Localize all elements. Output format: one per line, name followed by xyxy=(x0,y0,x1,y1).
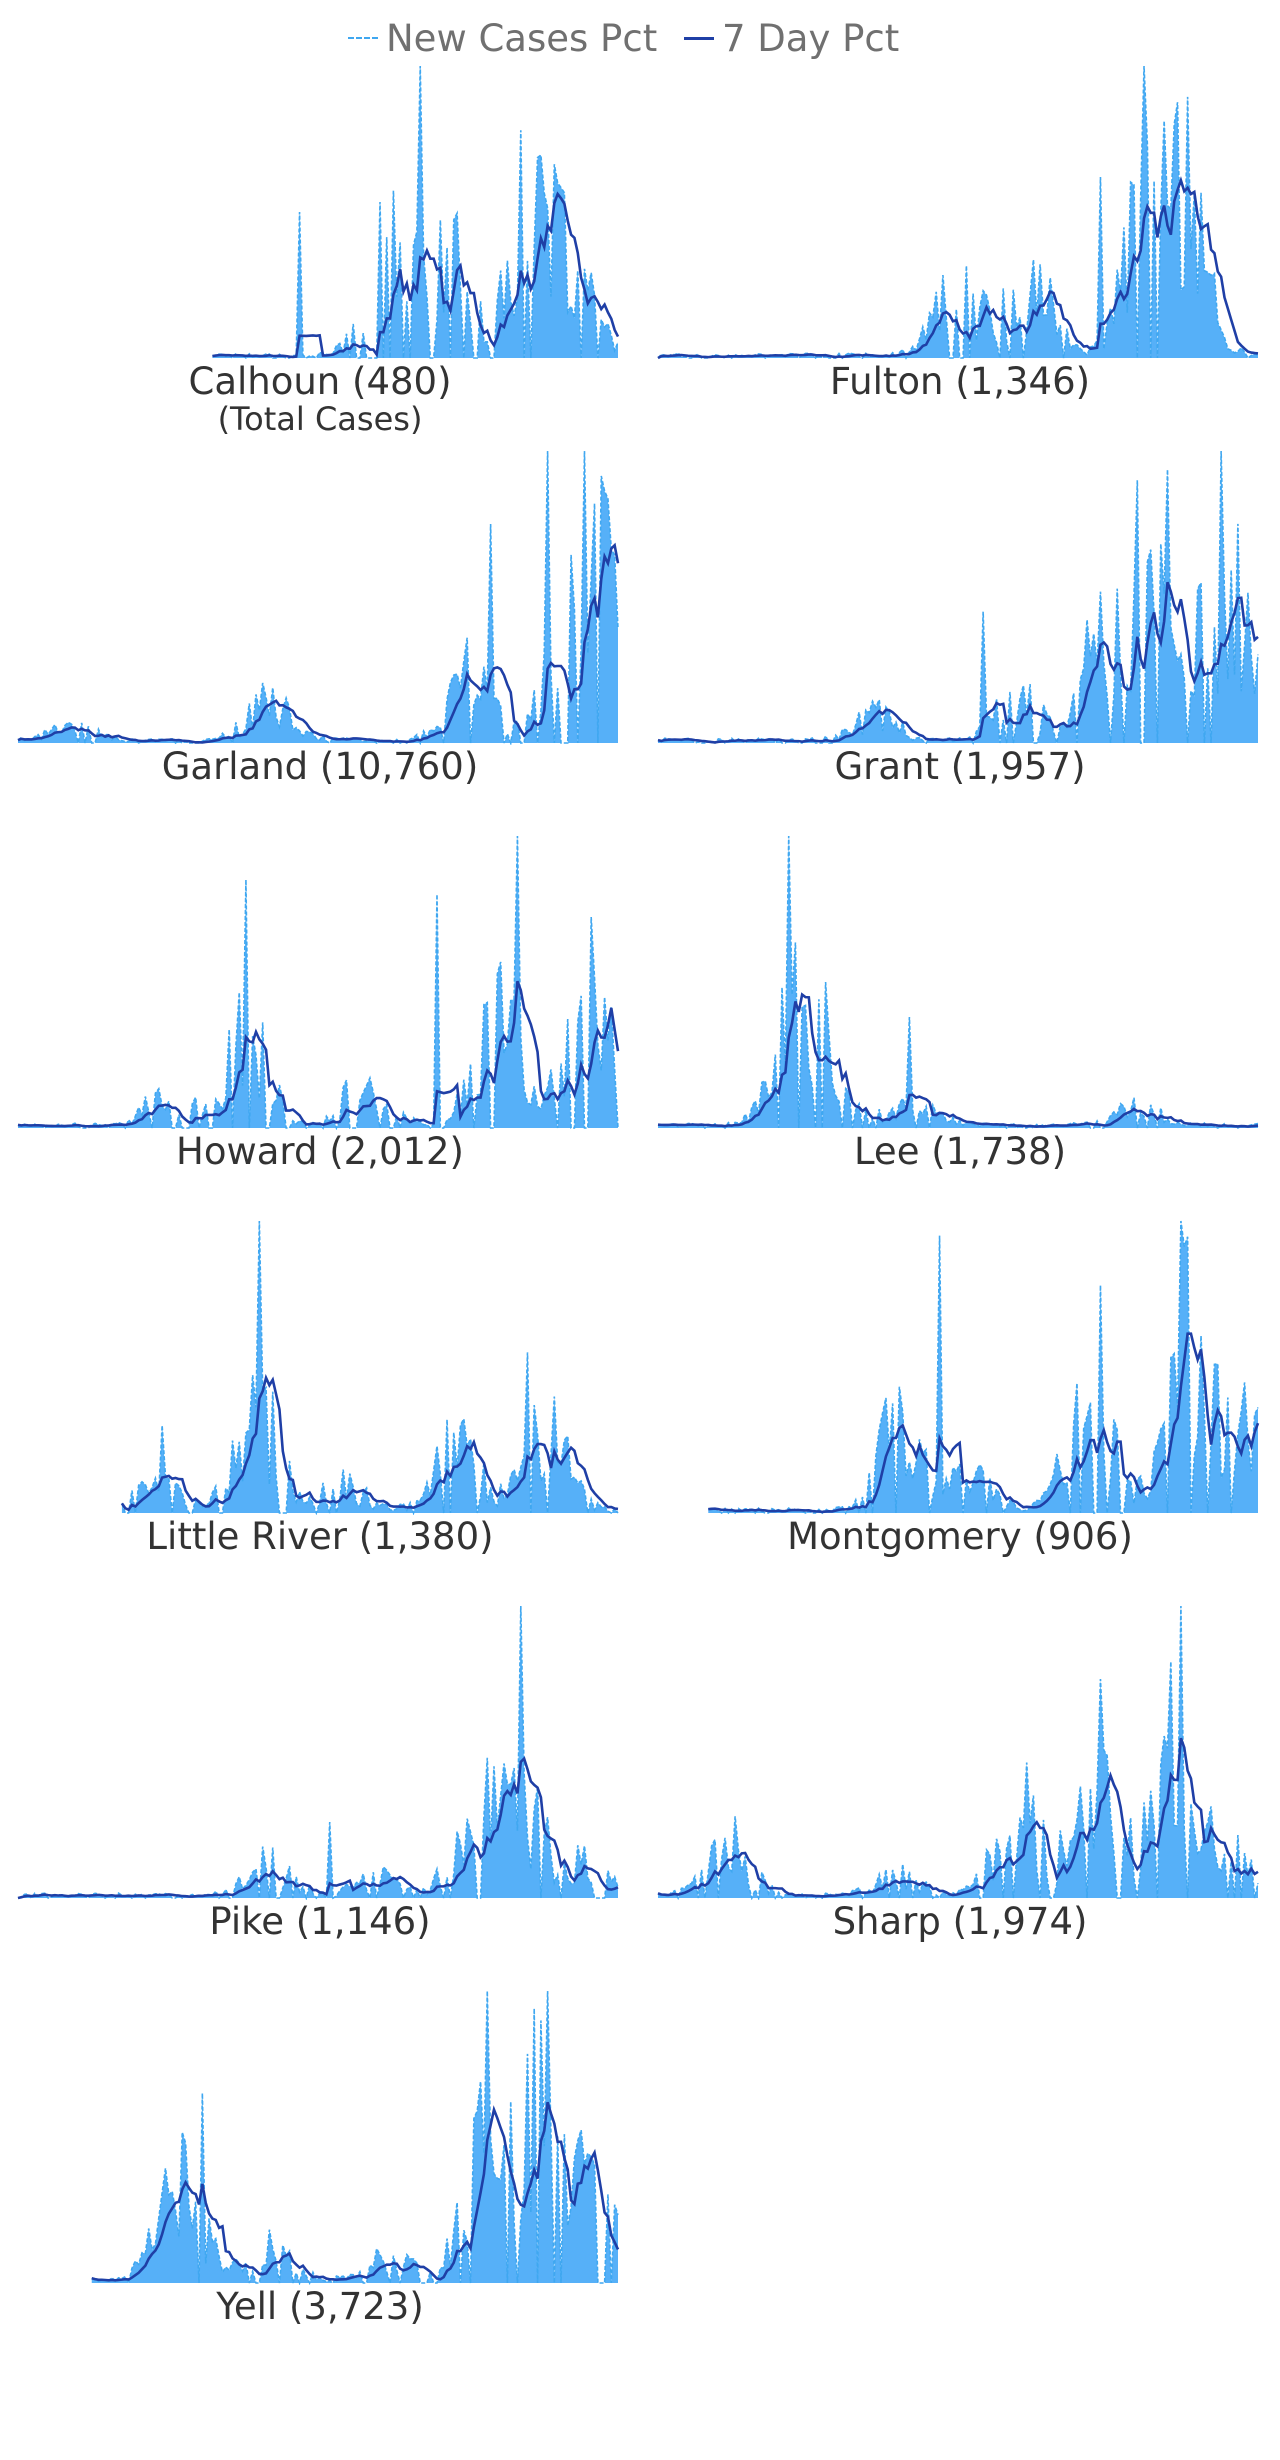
legend-new-cases[interactable]: New Cases Pct xyxy=(348,8,657,68)
seven-day-pct-line xyxy=(91,2101,620,2282)
new-cases-pct-line xyxy=(657,1605,1259,1900)
new-cases-pct-line xyxy=(657,835,1259,1130)
new-cases-area xyxy=(18,836,618,1128)
new-cases-area xyxy=(91,1991,618,2283)
new-cases-area xyxy=(708,1221,1258,1513)
new-cases-area xyxy=(18,1606,618,1898)
county-chart xyxy=(91,1990,620,2285)
county-panel: Sharp (1,974) xyxy=(650,1600,1270,1990)
seven-day-pct-line xyxy=(17,1756,619,1900)
county-chart xyxy=(657,450,1259,745)
legend-dashed-line-icon xyxy=(348,37,378,39)
seven-day-pct-line xyxy=(17,542,620,744)
county-title: Little River (1,380) xyxy=(146,1515,494,1558)
county-chart xyxy=(657,65,1259,360)
legend-new-cases-label: New Cases Pct xyxy=(386,16,658,60)
legend-seven-day[interactable]: 7 Day Pct xyxy=(684,8,899,68)
county-panel: Calhoun (480) (Total Cases) xyxy=(10,60,630,450)
county-title: Sharp (1,974) xyxy=(832,1900,1088,1943)
county-title: Pike (1,146) xyxy=(209,1900,431,1943)
county-chart xyxy=(708,1220,1260,1515)
county-panel: Garland (10,760) xyxy=(10,445,630,835)
new-cases-area xyxy=(658,1606,1258,1898)
county-chart xyxy=(17,1605,619,1900)
seven-day-pct-line xyxy=(657,1737,1259,1898)
new-cases-area xyxy=(658,66,1258,358)
county-panel: Montgomery (906) xyxy=(650,1215,1270,1605)
legend-solid-line-icon xyxy=(684,36,714,40)
new-cases-pct-line xyxy=(17,835,619,1130)
new-cases-pct-line xyxy=(657,65,1259,360)
county-title: Grant (1,957) xyxy=(834,745,1086,788)
new-cases-area xyxy=(212,66,619,358)
legend-seven-day-label: 7 Day Pct xyxy=(722,16,900,60)
county-title: Yell (3,723) xyxy=(216,2285,424,2328)
seven-day-pct-line xyxy=(657,992,1259,1128)
new-cases-pct-line xyxy=(17,450,619,745)
county-title: Calhoun (480) xyxy=(188,360,452,403)
seven-day-pct-line xyxy=(17,980,620,1128)
county-panel: Lee (1,738) xyxy=(650,830,1270,1220)
seven-day-pct-line xyxy=(212,191,620,359)
county-panel: Little River (1,380) xyxy=(10,1215,630,1605)
new-cases-area xyxy=(658,836,1258,1128)
county-panel: Yell (3,723) xyxy=(10,1985,630,2375)
seven-day-pct-line xyxy=(708,1332,1260,1514)
county-title: Fulton (1,346) xyxy=(829,360,1091,403)
county-panel: Fulton (1,346) xyxy=(650,60,1270,450)
new-cases-pct-line xyxy=(121,1220,619,1515)
seven-day-pct-line xyxy=(657,581,1259,744)
new-cases-area xyxy=(121,1221,618,1513)
seven-day-pct-line xyxy=(120,1373,619,1512)
county-chart xyxy=(120,1220,619,1515)
new-cases-area xyxy=(658,451,1258,743)
chart-legend: New Cases Pct 7 Day Pct xyxy=(0,8,1280,68)
county-chart xyxy=(212,65,620,360)
county-title: Howard (2,012) xyxy=(176,1130,464,1173)
county-chart xyxy=(657,1605,1259,1900)
county-title: Lee (1,738) xyxy=(853,1130,1067,1173)
county-chart xyxy=(17,450,620,745)
county-panel: Grant (1,957) xyxy=(650,445,1270,835)
county-panel: Pike (1,146) xyxy=(10,1600,630,1990)
county-chart xyxy=(17,835,620,1130)
county-chart xyxy=(657,835,1259,1130)
county-panel: Howard (2,012) xyxy=(10,830,630,1220)
county-title: Montgomery (906) xyxy=(787,1515,1133,1558)
county-subtitle: (Total Cases) xyxy=(217,400,423,438)
new-cases-area xyxy=(18,451,618,743)
county-title: Garland (10,760) xyxy=(161,745,479,788)
seven-day-pct-line xyxy=(657,176,1259,360)
